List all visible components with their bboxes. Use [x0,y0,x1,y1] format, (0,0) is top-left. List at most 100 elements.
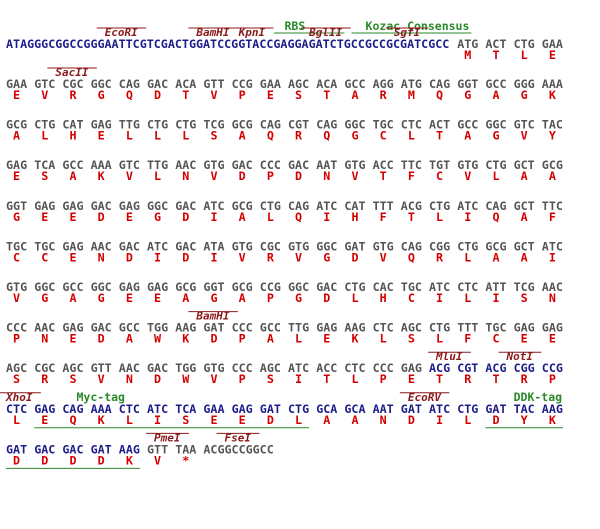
codon: GAC [147,361,168,375]
amino-acid: T [182,88,189,102]
dna-sequence: ATAGGGCGGCCGGGAATTCGTCGACTGGATCCGGTACCGA… [6,37,449,51]
amino-acid: H [69,129,76,143]
amino-acid: M [408,88,415,102]
codon: CAG [485,199,506,213]
amino-acid: V [13,291,20,305]
amino-acid: V [464,169,471,183]
codon: GCC [62,280,83,294]
codon: CCC [260,158,281,172]
codon: TGC [485,321,506,335]
amino-acid: D [295,169,302,183]
codon: TCA [175,402,196,416]
amino-acid: H [351,210,358,224]
codon: GGT [457,77,478,91]
amino-acid: C [41,250,48,264]
codon: ACT [485,37,506,51]
amino-acid: I [436,291,443,305]
codon: GAC [91,199,112,213]
amino-acid: D [98,210,105,224]
codon: GAG [232,402,253,416]
codon: GGC [485,118,506,132]
codon: ACC [373,158,394,172]
codon: CTG [175,118,196,132]
amino-acid: N [98,250,105,264]
amino-acid: A [492,88,499,102]
amino-acid: P [549,372,556,386]
kozak-label: Kozac Consensus [366,19,470,33]
codon: CGC [260,239,281,253]
amino-acid: A [182,291,189,305]
amino-acid: A [464,129,471,143]
codon: AGC [62,361,83,375]
amino-acid: L [380,332,387,346]
codon: AAG [119,442,140,456]
codon: GAT [344,239,365,253]
codon: AAC [91,239,112,253]
codon: CAG [401,239,422,253]
codon: ATC [203,199,224,213]
restriction-site: EcoRI [105,26,138,39]
amino-acid: Q [436,88,443,102]
codon: AGC [6,361,27,375]
codon: GAT [91,442,112,456]
codon: ATG [457,37,478,51]
codon: CGG [514,361,535,375]
amino-acid: Q [295,210,302,224]
codon: CTG [344,280,365,294]
amino-acid: L [126,413,133,427]
codon: CCC [232,321,253,335]
codon: CGT [288,118,309,132]
codon: CTG [514,37,535,51]
amino-acid: W [154,332,162,346]
codon: ACG [429,361,450,375]
amino-acid: R [295,129,303,143]
codon: GAC [316,280,337,294]
codon: AGG [373,77,394,91]
amino-acid: T [492,372,499,386]
codon: TAC [542,118,563,132]
codon: GAG [62,199,83,213]
restriction-site: EcoRV [408,391,442,404]
codon: TGC [401,280,422,294]
amino-acid: G [492,129,499,143]
codon: GAG [514,321,535,335]
amino-acid: Q [69,413,76,427]
codon: CTG [34,118,55,132]
codon: GAA [6,77,27,91]
amino-acid: R [436,250,444,264]
amino-acid: D [351,250,358,264]
codon: TTC [401,158,422,172]
amino-acid: L [464,413,471,427]
codon: GAA [260,77,281,91]
codon: GTC [34,77,55,91]
amino-acid: D [154,372,161,386]
amino-acid: G [210,291,217,305]
codon: TCA [34,158,55,172]
codon: ACG [485,361,506,375]
codon: CCC [232,361,253,375]
amino-acid: S [182,413,189,427]
amino-acid: K [98,413,105,427]
restriction-site: XhoI [5,391,33,404]
amino-acid: D [41,453,48,467]
amino-acid: F [380,210,387,224]
amino-acid: F [464,332,471,346]
amino-acid: I [436,413,443,427]
codon: AAG [542,402,563,416]
codon: GCT [514,199,535,213]
amino-acid: N [126,372,133,386]
amino-acid: E [69,210,76,224]
codon: AAA [91,402,112,416]
amino-acid: D [182,210,189,224]
codon: GAG [119,280,140,294]
amino-acid: A [351,413,358,427]
codon: GAC [232,158,253,172]
codon: GAC [34,442,55,456]
codon: GCA [344,402,365,416]
codon: GAG [316,321,337,335]
codon: CTG [457,239,478,253]
codon: GTG [6,280,27,294]
codon: AAC [542,280,563,294]
